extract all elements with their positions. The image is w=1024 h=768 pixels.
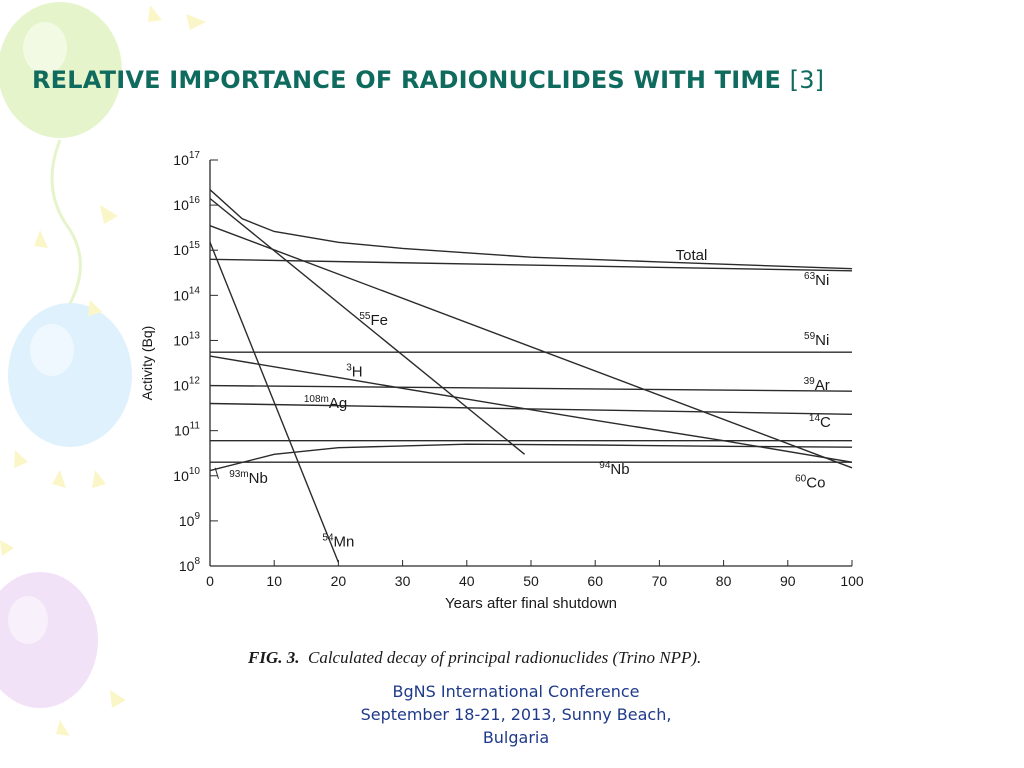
series-label-14c: 14C — [809, 413, 831, 431]
series-label-pointer — [214, 467, 219, 479]
series-line-54mn — [209, 242, 340, 563]
blue-balloon-icon — [8, 303, 132, 447]
slide-title-text: RELATIVE IMPORTANCE OF RADIONUCLIDES WIT… — [32, 66, 782, 94]
y-tick-label: 1014 — [173, 285, 200, 303]
x-tick-label: 100 — [840, 573, 864, 589]
y-tick-label: 1015 — [173, 240, 200, 258]
series-label-59ni: 59Ni — [804, 331, 829, 349]
x-tick-label: 50 — [523, 573, 539, 589]
series-line-60co — [209, 225, 853, 469]
y-tick-label: 1017 — [173, 150, 200, 168]
figure-caption: FIG. 3. Calculated decay of principal ra… — [248, 648, 701, 668]
y-axis-label: Activity (Bq) — [139, 326, 155, 401]
series-label-total: Total — [676, 247, 708, 264]
series-line-63ni — [209, 258, 853, 272]
footer-conference: BgNS International Conference September … — [300, 680, 732, 749]
series-label-3h: 3H — [346, 362, 362, 380]
series-line-108mag — [209, 402, 853, 415]
yellow-sparkle-icons — [0, 5, 206, 736]
slide-title: RELATIVE IMPORTANCE OF RADIONUCLIDES WIT… — [32, 66, 824, 94]
series-label-39ar: 39Ar — [804, 376, 830, 394]
series-label-63ni: 63Ni — [804, 271, 829, 289]
chart-axes: 0 10 20 30 40 50 60 70 80 90 100 108 109 1010 1011 1012… — [173, 150, 864, 589]
x-axis-label: Years after final shutdown — [445, 595, 617, 612]
footer-line-2: September 18-21, 2013, Sunny Beach, — [360, 705, 672, 724]
series-label-94nb: 94Nb — [599, 460, 629, 478]
x-tick-label: 10 — [266, 573, 282, 589]
figure-caption-number: FIG. 3. — [248, 648, 300, 667]
x-tick-label: 70 — [652, 573, 668, 589]
chart-series-labels: Total 63Ni 55Fe 59Ni 3H 39Ar 108mAg 14C 94Nb 93mN… — [214, 247, 831, 551]
series-label-55fe: 55Fe — [359, 311, 388, 329]
x-tick-label: 20 — [331, 573, 347, 589]
slide-title-reference: [3] — [789, 66, 825, 94]
radionuclide-decay-chart: 0 10 20 30 40 50 60 70 80 90 100 108 109 1010 1011 1012… — [139, 150, 864, 612]
series-label-60co: 60Co — [795, 473, 825, 491]
x-tick-label: 80 — [716, 573, 732, 589]
y-tick-label: 1011 — [174, 421, 200, 439]
series-line-55fe — [209, 197, 526, 455]
series-line-total — [209, 189, 853, 270]
x-tick-label: 60 — [587, 573, 603, 589]
chart-series — [209, 189, 853, 563]
y-tick-label: 1013 — [173, 330, 200, 348]
x-tick-label: 30 — [395, 573, 411, 589]
x-tick-label: 0 — [206, 573, 214, 589]
y-tick-label: 1010 — [173, 466, 200, 484]
series-line-39ar — [209, 384, 853, 392]
x-tick-label: 40 — [459, 573, 475, 589]
series-line-93mnb — [209, 443, 853, 472]
series-label-54mn: 54Mn — [322, 533, 354, 551]
y-tick-label: 1016 — [173, 195, 200, 213]
footer-line-1: BgNS International Conference — [392, 682, 640, 701]
green-balloon-icon — [0, 2, 122, 321]
y-tick-label: 109 — [179, 511, 201, 529]
figure-caption-text: Calculated decay of principal radionucli… — [307, 648, 702, 667]
footer-line-3: Bulgaria — [482, 728, 550, 747]
series-label-108mag: 108mAg — [304, 394, 347, 412]
purple-balloon-icon — [0, 572, 98, 708]
x-tick-label: 90 — [780, 573, 796, 589]
y-tick-label: 108 — [179, 556, 201, 574]
series-label-93mnb: 93mNb — [229, 469, 268, 487]
series-line-3h — [209, 355, 853, 463]
y-tick-label: 1012 — [173, 376, 200, 394]
